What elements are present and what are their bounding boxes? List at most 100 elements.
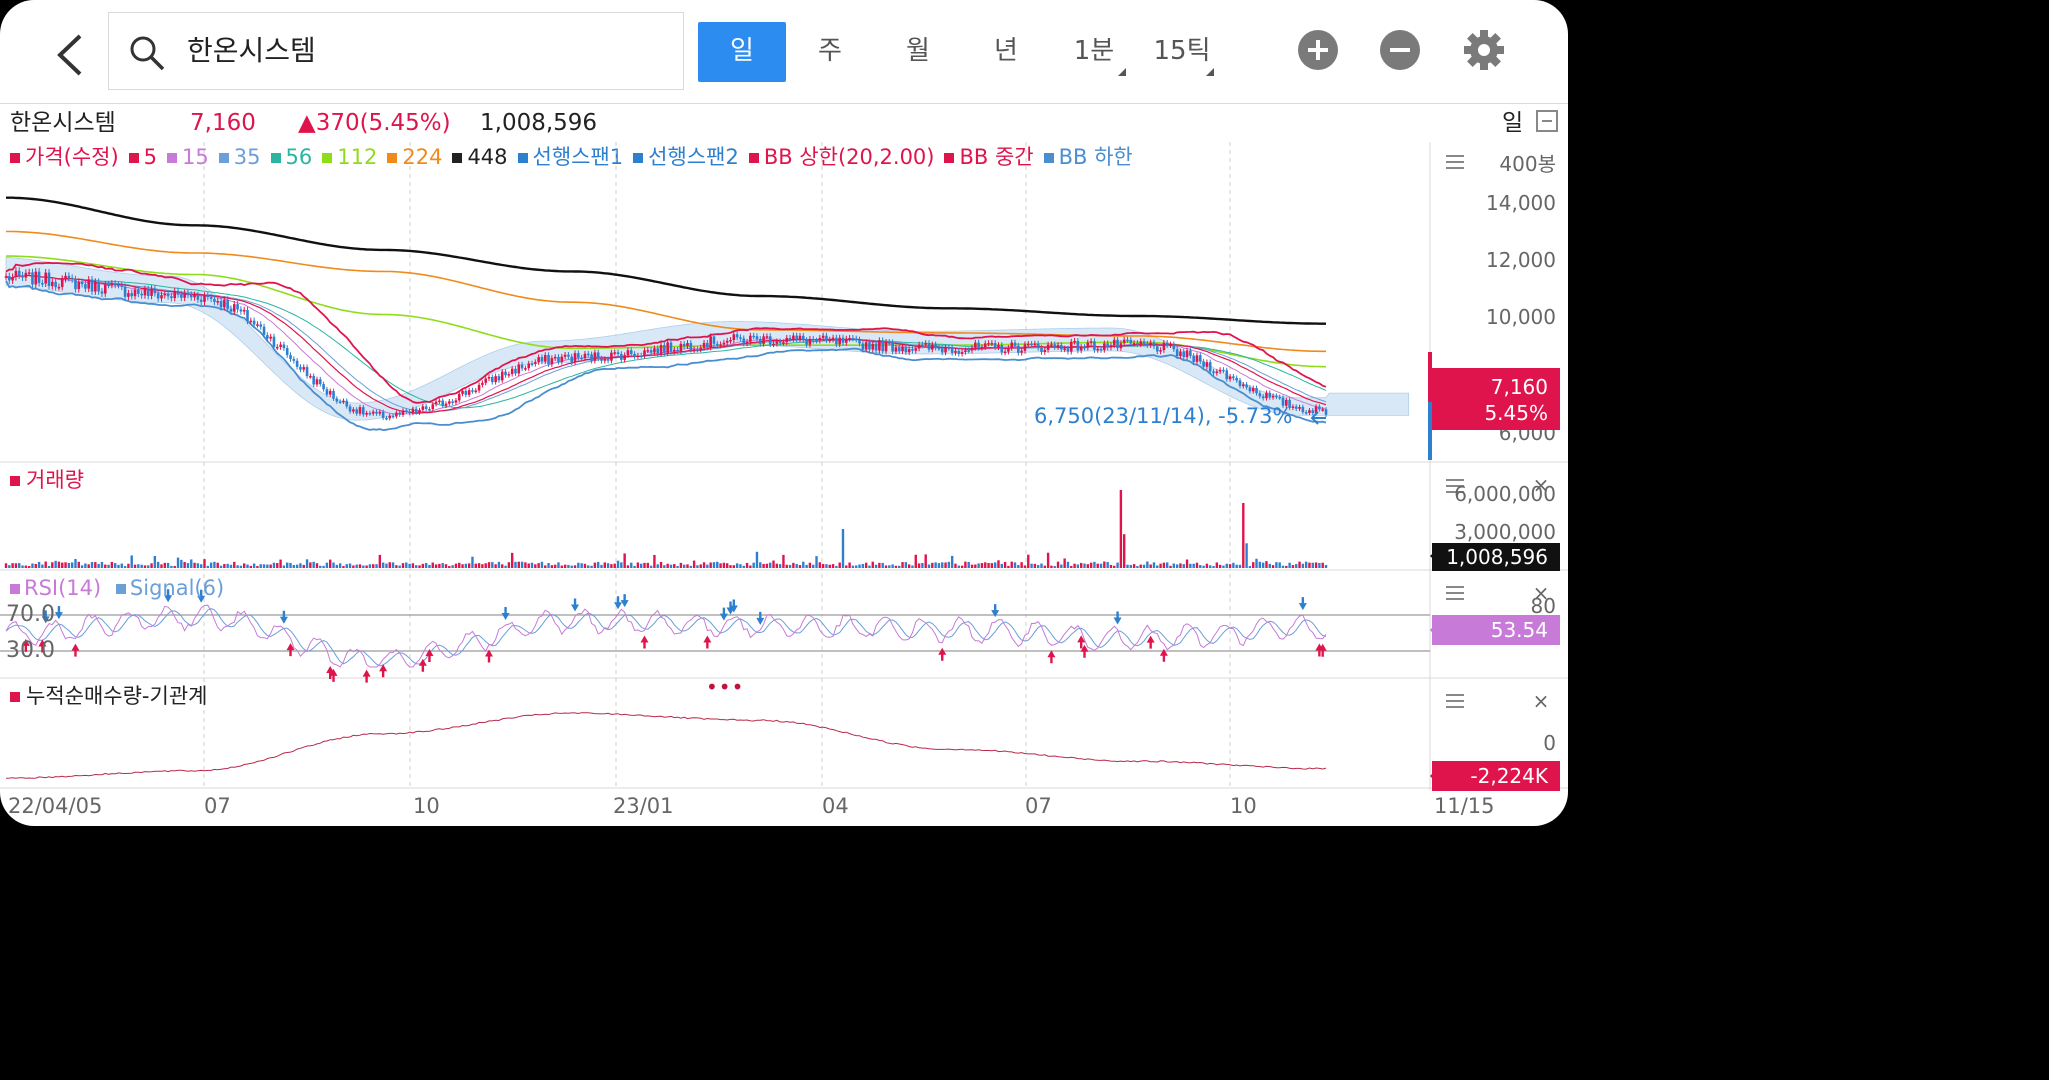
legend-item[interactable]: 선행스팬1 bbox=[517, 143, 623, 171]
candle-body bbox=[325, 389, 329, 395]
period-tab-tick[interactable]: 15틱 bbox=[1138, 22, 1226, 82]
volume-bar bbox=[924, 554, 927, 568]
candle-body bbox=[77, 281, 81, 290]
volume-bar bbox=[1126, 564, 1129, 568]
candle-body bbox=[4, 276, 8, 278]
candle-body bbox=[888, 341, 891, 344]
volume-bar bbox=[855, 565, 858, 568]
candle-body bbox=[1294, 406, 1298, 409]
more-icon[interactable]: ••• bbox=[706, 675, 745, 699]
buy-signal-icon bbox=[1159, 648, 1168, 662]
close-icon[interactable]: × bbox=[1532, 473, 1550, 497]
candle-body bbox=[146, 289, 150, 296]
volume-bar bbox=[679, 562, 683, 568]
menu-icon[interactable] bbox=[1446, 586, 1464, 600]
menu-icon[interactable] bbox=[1446, 155, 1464, 169]
legend-item[interactable]: 112 bbox=[322, 143, 377, 171]
period-tab-minute[interactable]: 1분 bbox=[1050, 22, 1138, 82]
volume-bar bbox=[1242, 503, 1245, 568]
candle-body bbox=[31, 272, 34, 285]
candle-body bbox=[689, 342, 693, 350]
volume-bar bbox=[123, 566, 127, 568]
volume-bar bbox=[553, 564, 557, 568]
sell-signal-icon bbox=[620, 594, 629, 608]
legend-item[interactable]: BB 하한 bbox=[1043, 143, 1133, 171]
period-tab-month[interactable]: 월 bbox=[906, 36, 930, 66]
candle-body bbox=[332, 390, 335, 399]
volume-bar bbox=[573, 565, 577, 568]
candle-body bbox=[1192, 355, 1195, 362]
volume-bar bbox=[150, 563, 153, 568]
back-arrow-icon[interactable] bbox=[52, 30, 92, 80]
volume-bar bbox=[133, 564, 137, 568]
candle-body bbox=[414, 408, 418, 413]
candle-body bbox=[1278, 396, 1281, 399]
fullscreen-toggle-icon[interactable] bbox=[1536, 110, 1558, 132]
volume-bar bbox=[639, 563, 643, 568]
gear-icon[interactable] bbox=[1462, 28, 1506, 72]
candle-body bbox=[391, 415, 395, 418]
legend-item[interactable]: 가격(수정) bbox=[10, 143, 119, 171]
legend-item[interactable]: BB 중간 bbox=[944, 143, 1034, 171]
candle-body bbox=[1265, 392, 1268, 399]
period-tab-day[interactable]: 일 bbox=[698, 22, 786, 82]
volume-bar bbox=[395, 565, 398, 568]
legend-item[interactable]: 선행스팬2 bbox=[633, 143, 739, 171]
zoom-out-icon[interactable] bbox=[1380, 30, 1420, 70]
candle-body bbox=[461, 390, 464, 394]
menu-icon[interactable] bbox=[1446, 479, 1464, 493]
candle-body bbox=[752, 335, 755, 338]
candle-body bbox=[1318, 406, 1321, 410]
volume-bar bbox=[937, 563, 941, 568]
candle-body bbox=[448, 401, 451, 404]
candle-body bbox=[133, 289, 137, 297]
volume-bar bbox=[487, 562, 491, 568]
x-axis-label: 10 bbox=[1230, 794, 1257, 818]
legend-item[interactable]: 15 bbox=[167, 143, 209, 171]
menu-icon[interactable] bbox=[1446, 694, 1464, 708]
candle-body bbox=[534, 362, 537, 364]
volume-bar bbox=[788, 564, 792, 568]
volume-bar bbox=[47, 566, 51, 568]
volume-bar bbox=[252, 563, 256, 568]
search-input[interactable]: 한온시스템 bbox=[108, 12, 684, 90]
volume-bar bbox=[70, 562, 74, 568]
candle-body bbox=[24, 272, 28, 278]
volume-bar bbox=[1252, 562, 1255, 568]
volume-bar bbox=[193, 562, 196, 568]
volume-bar bbox=[1073, 563, 1076, 568]
candle-body bbox=[1013, 342, 1017, 346]
legend-item[interactable]: 5 bbox=[128, 143, 157, 171]
period-tab-year[interactable]: 년 bbox=[994, 36, 1018, 66]
indicator-legend[interactable]: 가격(수정) 5 15 35 56 112 224 448 선행스팬1 선행스팬2 BB 상한(20… bbox=[10, 143, 1143, 171]
close-icon[interactable]: × bbox=[1532, 581, 1550, 605]
legend-swatch bbox=[633, 153, 644, 163]
period-tab-week[interactable]: 주 bbox=[818, 36, 842, 66]
candle-body bbox=[1172, 344, 1176, 350]
candle-body bbox=[745, 341, 749, 344]
candle-body bbox=[80, 281, 84, 285]
candle-body bbox=[921, 344, 924, 347]
zoom-in-icon[interactable] bbox=[1298, 30, 1338, 70]
volume-bar bbox=[213, 561, 216, 568]
candle-body bbox=[527, 363, 531, 369]
legend-item[interactable]: 56 bbox=[270, 143, 312, 171]
volume-bar bbox=[1235, 564, 1238, 568]
candle-body bbox=[8, 276, 11, 281]
candle-body bbox=[477, 384, 481, 391]
legend-item[interactable]: BB 상한(20,2.00) bbox=[748, 143, 934, 171]
legend-item[interactable]: 35 bbox=[218, 143, 261, 171]
legend-item[interactable]: 224 bbox=[387, 143, 442, 171]
volume-bar bbox=[166, 562, 170, 568]
volume-bar bbox=[137, 564, 140, 568]
close-icon[interactable]: × bbox=[1532, 689, 1550, 713]
legend-item[interactable]: 448 bbox=[452, 143, 508, 171]
legend-swatch bbox=[748, 153, 759, 163]
candle-body bbox=[553, 356, 557, 359]
volume-bar bbox=[1076, 564, 1080, 568]
volume-bar bbox=[501, 564, 504, 568]
volume-bar bbox=[570, 565, 573, 568]
volume-bar bbox=[1275, 562, 1278, 568]
candle-body bbox=[94, 281, 97, 292]
sell-signal-icon bbox=[54, 606, 63, 620]
